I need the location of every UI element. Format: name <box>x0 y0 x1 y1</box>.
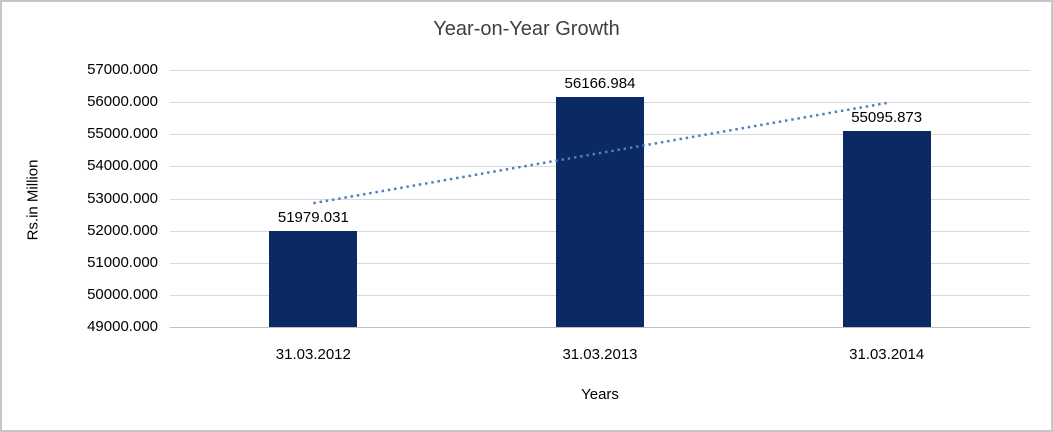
y-tick-label: 52000.000 <box>87 221 158 239</box>
x-tick-label: 31.03.2014 <box>849 346 925 363</box>
bar-31.03.2013 <box>556 96 644 327</box>
bar-31.03.2012 <box>269 231 358 327</box>
trendline <box>313 101 887 205</box>
y-tick-label: 50000.000 <box>87 285 158 303</box>
gridline <box>170 70 1030 71</box>
bar-value-label: 56166.984 <box>564 74 636 92</box>
y-tick-label: 49000.000 <box>87 318 158 335</box>
y-tick-label: 55000.000 <box>87 125 158 143</box>
bar-value-label: 51979.031 <box>277 209 349 227</box>
y-tick-label: 53000.000 <box>87 189 158 207</box>
plot-area <box>170 70 1030 328</box>
y-tick-label: 56000.000 <box>87 93 158 111</box>
x-axis-line <box>170 327 1030 328</box>
y-tick-label: 51000.000 <box>87 253 158 271</box>
bar-31.03.2014 <box>842 131 931 327</box>
chart-title: Year-on-Year Growth <box>433 18 620 40</box>
x-tick-label: 31.03.2013 <box>562 346 638 363</box>
x-axis-title: Years <box>581 386 619 403</box>
bar-value-label: 55095.873 <box>851 109 923 127</box>
y-tick-label: 57000.000 <box>87 61 158 78</box>
x-tick-label: 31.03.2012 <box>275 346 351 363</box>
y-tick-label: 54000.000 <box>87 157 158 175</box>
